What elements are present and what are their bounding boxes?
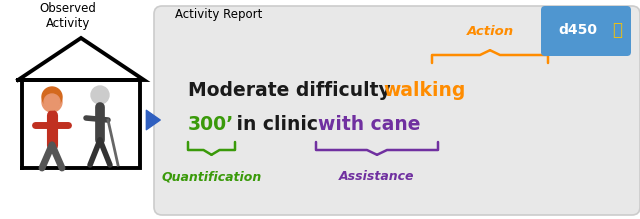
Circle shape bbox=[91, 86, 109, 104]
Circle shape bbox=[42, 87, 62, 107]
Text: 300’: 300’ bbox=[188, 115, 234, 134]
Text: with cane: with cane bbox=[318, 115, 420, 134]
Text: walking: walking bbox=[383, 81, 465, 99]
FancyBboxPatch shape bbox=[541, 6, 631, 56]
FancyBboxPatch shape bbox=[154, 6, 640, 215]
Text: Quantification: Quantification bbox=[161, 170, 262, 183]
Circle shape bbox=[42, 92, 62, 112]
Text: 🚶: 🚶 bbox=[612, 21, 622, 39]
Text: Observed
Activity: Observed Activity bbox=[40, 2, 97, 30]
Circle shape bbox=[44, 94, 60, 110]
FancyArrowPatch shape bbox=[147, 110, 160, 130]
Text: d450: d450 bbox=[558, 23, 597, 37]
Text: Assistance: Assistance bbox=[339, 170, 415, 183]
Text: Moderate difficulty: Moderate difficulty bbox=[188, 81, 397, 99]
Text: Activity Report: Activity Report bbox=[175, 8, 262, 21]
Text: in clinic: in clinic bbox=[230, 115, 324, 134]
Text: Action: Action bbox=[467, 25, 513, 38]
